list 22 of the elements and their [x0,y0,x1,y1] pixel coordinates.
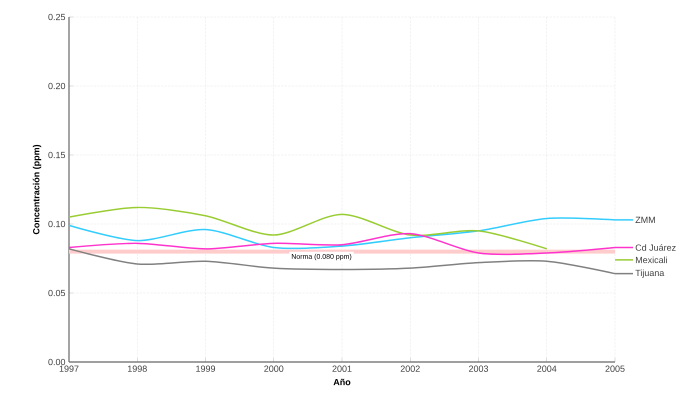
y-tick-label: 0.20 [48,82,66,90]
y-tick-label: 0.05 [48,290,66,296]
x-tick-label: 2004 [537,366,556,372]
x-tick-label: 1998 [128,366,147,372]
x-tick-label: 2002 [400,366,420,372]
y-tick-label: 0.10 [48,220,66,228]
x-axis-title: Año [334,378,350,386]
x-tick-label: 2001 [332,366,352,372]
x-tick-label: 2003 [468,366,488,372]
legend-label: Cd Juárez [636,244,676,251]
y-tick-label: 0.00 [48,358,66,366]
x-tick-label: 1997 [60,366,79,372]
x-tick-label: 2000 [264,366,284,372]
legend-label: Mexicali [636,256,667,264]
y-tick-label: 0.25 [48,14,66,20]
x-tick-label: 2005 [605,366,625,372]
y-axis-title: Concentración (ppm) [32,144,42,234]
legend-label: ZMM [636,216,655,223]
x-tick-label: 1999 [196,366,216,372]
line-series [68,206,548,250]
legend-label: Tijuana [635,270,664,278]
y-tick-label: 0.15 [48,152,66,158]
